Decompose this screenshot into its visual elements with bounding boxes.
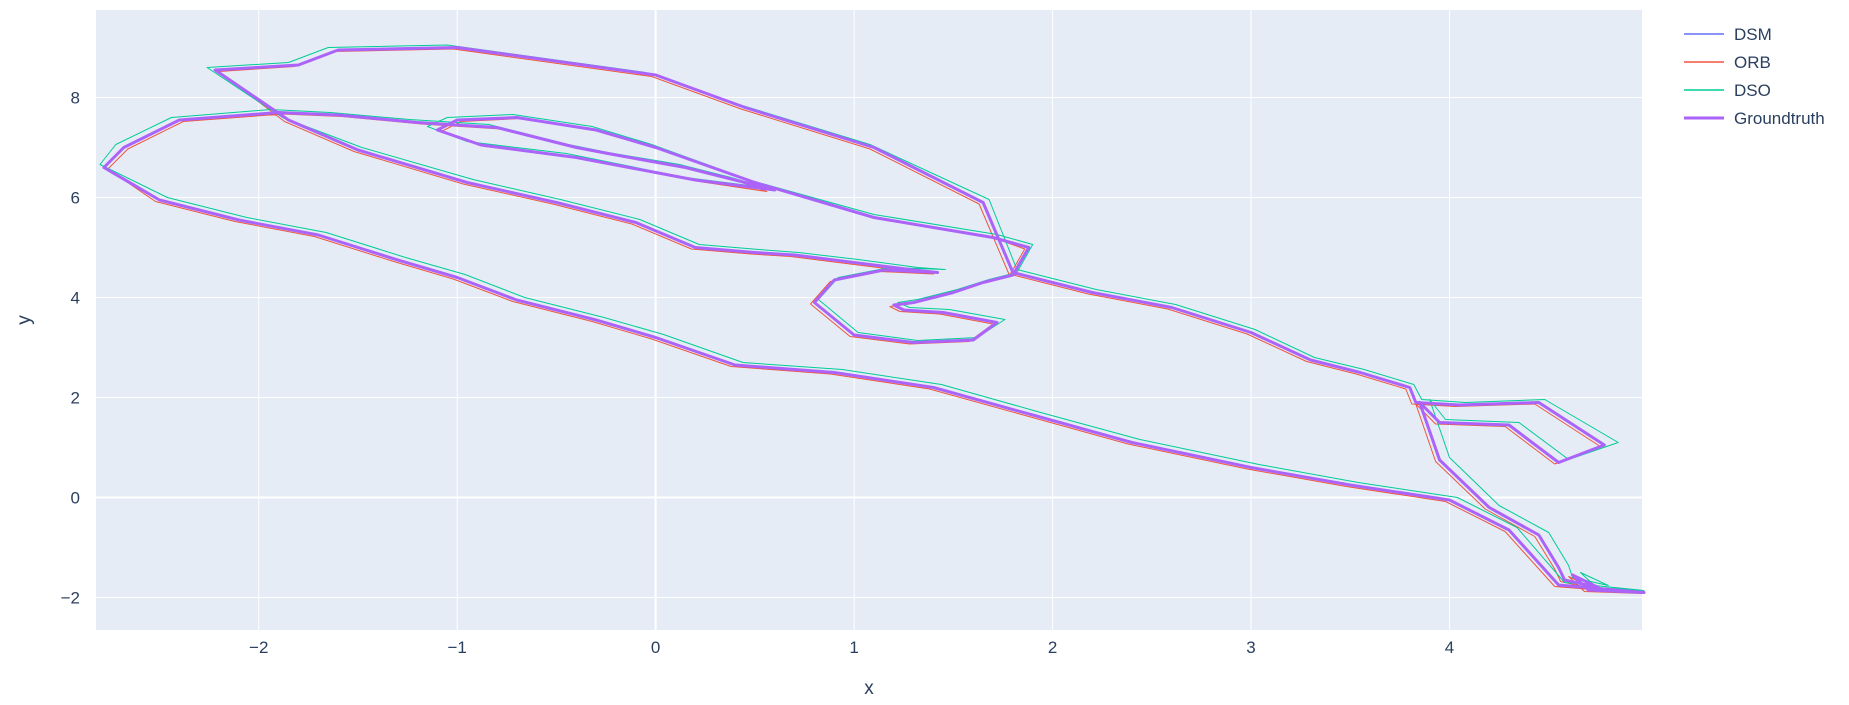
- gridlines: [96, 10, 1642, 630]
- plot-area-background: [96, 10, 1642, 630]
- series-line-groundtruth: [102, 46, 1646, 594]
- y-tick-label: 2: [71, 389, 80, 408]
- legend-label-dsm: DSM: [1734, 25, 1772, 44]
- legend: DSM ORB DSO Groundtruth: [1684, 25, 1825, 128]
- x-tick-label: 1: [849, 638, 858, 657]
- series-lines: [99, 44, 1646, 594]
- x-tick-label: 2: [1048, 638, 1057, 657]
- y-tick-label: −2: [61, 589, 80, 608]
- x-axis-title: x: [864, 678, 874, 699]
- y-tick-label: 0: [71, 489, 80, 508]
- x-tick-label: 4: [1445, 638, 1454, 657]
- y-tick-label: 8: [71, 89, 80, 108]
- legend-label-dso: DSO: [1734, 81, 1771, 100]
- tick-labels: −2 −1 0 1 2 3 4 −2 0 2 4 6 8: [61, 89, 1455, 658]
- y-axis-title: y: [14, 315, 35, 325]
- x-tick-label: −1: [448, 638, 467, 657]
- x-tick-label: 3: [1246, 638, 1255, 657]
- x-tick-label: 0: [651, 638, 660, 657]
- x-tick-label: −2: [249, 638, 268, 657]
- legend-label-groundtruth: Groundtruth: [1734, 109, 1825, 128]
- legend-label-orb: ORB: [1734, 53, 1771, 72]
- y-tick-label: 4: [71, 289, 80, 308]
- y-tick-label: 6: [71, 189, 80, 208]
- series-line-dso: [99, 44, 1645, 591]
